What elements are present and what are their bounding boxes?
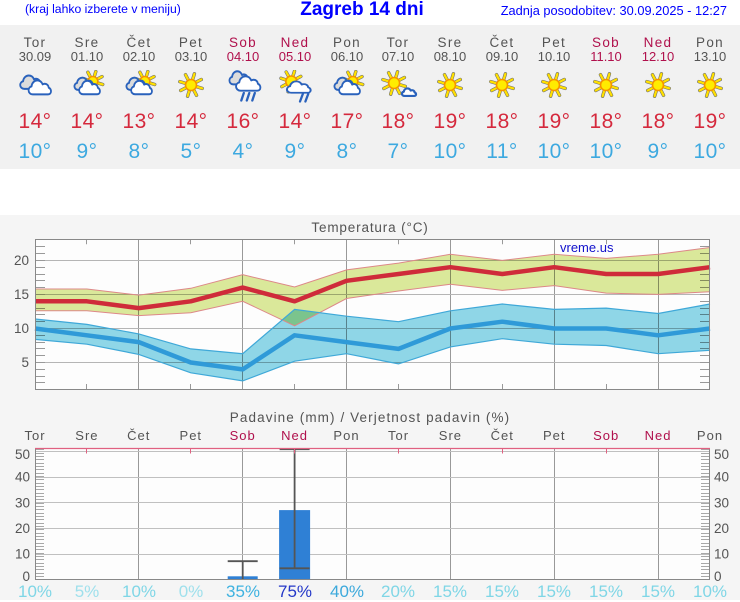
svg-text:10: 10 — [714, 547, 729, 562]
svg-text:5: 5 — [21, 355, 29, 370]
svg-text:20: 20 — [14, 253, 29, 268]
svg-text:Sre: Sre — [439, 428, 462, 443]
svg-text:50: 50 — [15, 447, 30, 462]
svg-text:0: 0 — [714, 569, 722, 584]
svg-text:40: 40 — [714, 470, 729, 485]
svg-text:vreme.us: vreme.us — [560, 240, 614, 255]
svg-text:Ned: Ned — [281, 428, 308, 443]
svg-text:30: 30 — [714, 495, 729, 510]
svg-text:20: 20 — [714, 521, 729, 536]
svg-text:Pet: Pet — [180, 428, 203, 443]
svg-text:0: 0 — [22, 569, 30, 584]
svg-text:Čet: Čet — [491, 428, 514, 443]
svg-text:Čet: Čet — [127, 428, 150, 443]
svg-text:Sre: Sre — [75, 428, 98, 443]
svg-text:40: 40 — [15, 470, 30, 485]
svg-text:Tor: Tor — [388, 428, 409, 443]
svg-text:30: 30 — [15, 495, 30, 510]
svg-text:Tor: Tor — [24, 428, 45, 443]
svg-text:Ned: Ned — [645, 428, 672, 443]
svg-text:Sob: Sob — [593, 428, 619, 443]
svg-text:Pon: Pon — [697, 428, 723, 443]
svg-text:Pet: Pet — [543, 428, 566, 443]
svg-text:Pon: Pon — [333, 428, 359, 443]
svg-text:10: 10 — [14, 321, 29, 336]
svg-text:50: 50 — [714, 447, 729, 462]
svg-text:15: 15 — [14, 287, 29, 302]
svg-text:20: 20 — [15, 521, 30, 536]
svg-text:10: 10 — [15, 547, 30, 562]
svg-text:Sob: Sob — [230, 428, 256, 443]
